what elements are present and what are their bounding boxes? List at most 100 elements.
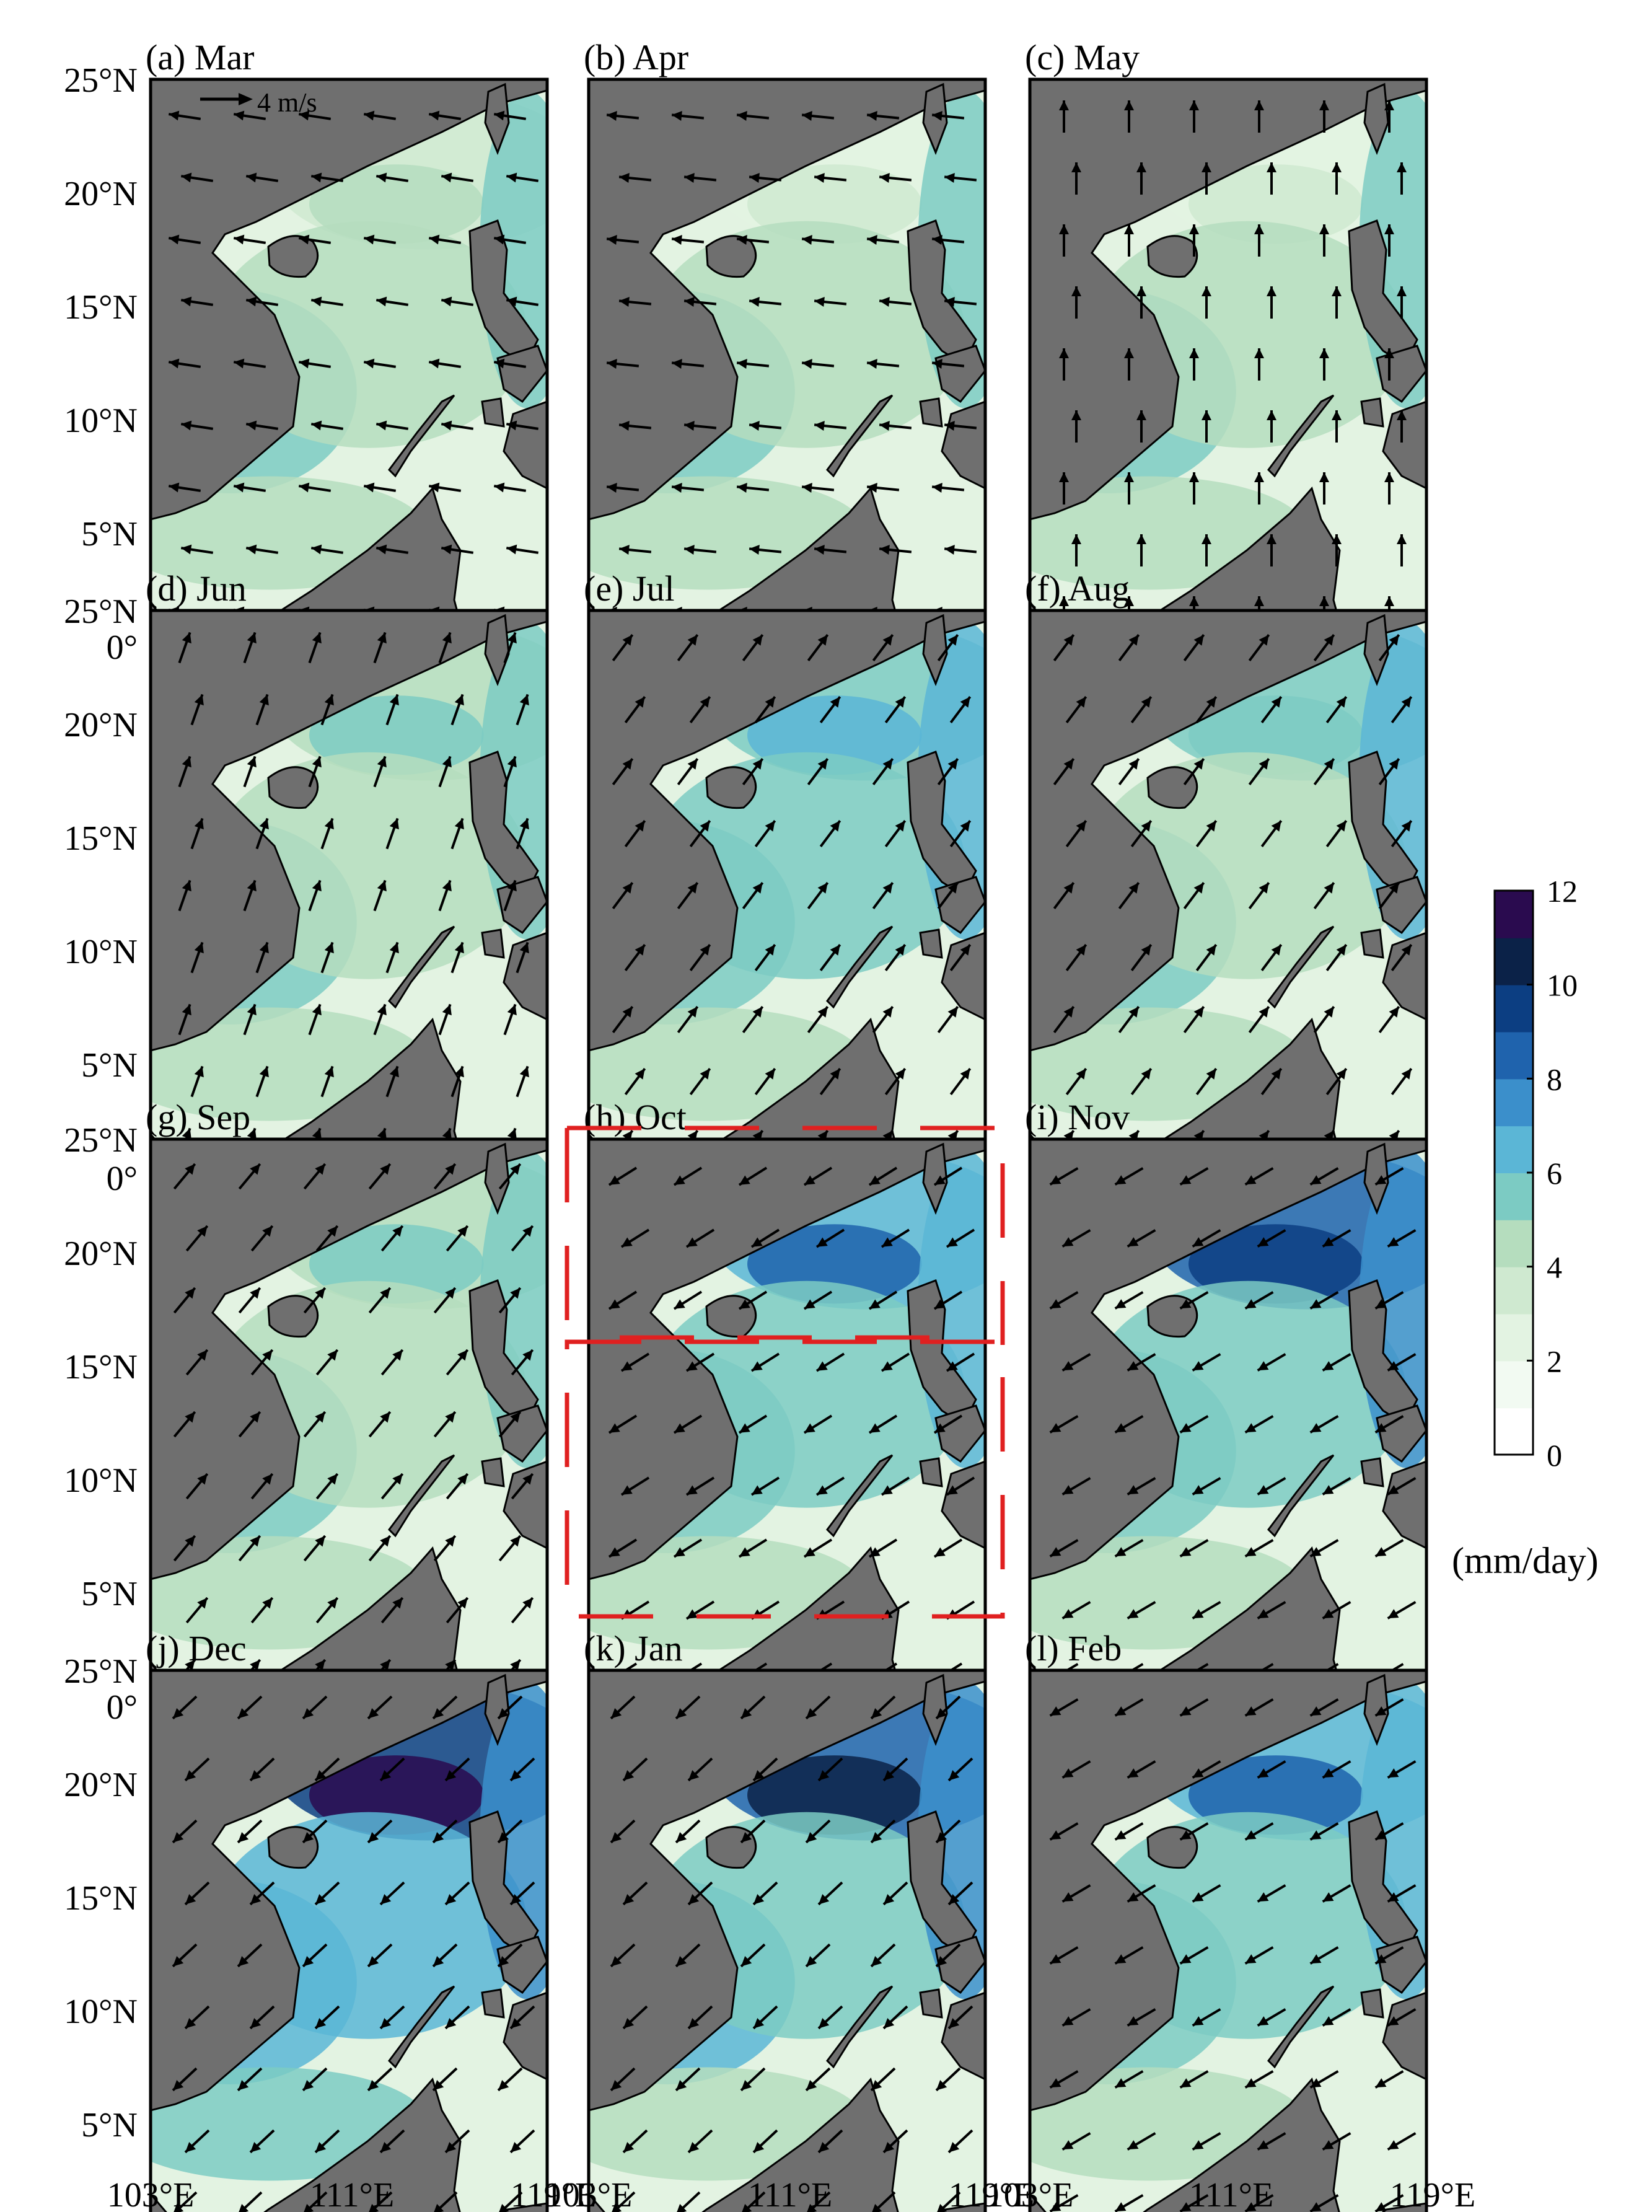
wind-arrow <box>946 1476 975 1496</box>
wind-arrow <box>1244 1167 1274 1186</box>
wind-arrow <box>677 757 699 786</box>
wind-arrow <box>872 2191 896 2212</box>
panel-label: (j) Dec <box>146 1628 247 1668</box>
wind-arrow <box>385 694 399 726</box>
panel-label: (b) Apr <box>584 37 688 77</box>
wind-arrow <box>1179 1946 1209 1965</box>
colorbar-tick-label: 6 <box>1547 1156 1562 1191</box>
panel-label: (e) Jul <box>584 568 675 609</box>
wind-arrow <box>689 695 711 724</box>
wind-arrow <box>947 2129 973 2154</box>
wind-arrow <box>1192 1353 1221 1372</box>
y-tick-label: 20°N <box>64 1766 138 1804</box>
wind-arrow <box>1049 2070 1079 2089</box>
wind-arrow <box>807 881 829 910</box>
wind-arrow <box>1049 1167 1079 1186</box>
wind-arrow <box>884 695 907 724</box>
wind-arrow <box>1374 2070 1404 2089</box>
wind-arrow <box>1322 2132 1351 2151</box>
wind-arrow <box>380 1225 404 1252</box>
wind-arrow <box>380 1597 404 1624</box>
wind-arrow <box>446 1473 469 1500</box>
wind-arrow <box>1257 1353 1286 1372</box>
wind-arrow <box>1118 1005 1140 1034</box>
wind-arrow <box>1374 1167 1404 1186</box>
wind-arrow <box>1397 410 1407 443</box>
wind-arrow <box>1257 1601 1286 1619</box>
panel-frame <box>587 1668 987 2212</box>
wind-arrow <box>1136 534 1146 566</box>
wind-arrow <box>1260 943 1283 972</box>
wind-arrow <box>931 483 965 493</box>
wind-arrow <box>314 1757 340 1782</box>
map-panel-sep: (g) Sep <box>146 1097 549 1708</box>
wind-arrow <box>612 1005 634 1034</box>
wind-arrow <box>1332 286 1342 319</box>
wind-arrow <box>432 1943 458 1968</box>
wind-arrow <box>1248 757 1270 786</box>
wind-arrow <box>803 1290 833 1310</box>
wind-arrow <box>1061 2132 1091 2151</box>
wind-arrow <box>750 1476 780 1496</box>
wind-arrow <box>1195 943 1218 972</box>
wind-arrow <box>243 879 257 912</box>
wind-arrow <box>944 421 977 431</box>
wind-arrow <box>754 819 776 848</box>
wind-arrow <box>1071 534 1081 566</box>
wind-arrow <box>438 756 452 788</box>
wind-arrow <box>368 1287 392 1314</box>
colorbar-tick-label: 10 <box>1547 968 1578 1003</box>
wind-arrow <box>736 483 770 493</box>
wind-arrow <box>303 1163 327 1190</box>
wind-arrow <box>683 545 717 555</box>
wind-arrow <box>624 695 646 724</box>
wind-arrow <box>190 941 204 974</box>
wind-arrow <box>754 1067 776 1096</box>
wind-arrow <box>314 2129 340 2154</box>
wind-arrow <box>1192 2008 1221 2027</box>
wind-arrow <box>379 2129 405 2154</box>
wind-arrow <box>944 173 977 183</box>
wind-arrow <box>1260 695 1283 724</box>
wind-arrow <box>168 482 201 493</box>
wind-arrow <box>881 1476 910 1496</box>
wind-arrow <box>1179 1539 1209 1558</box>
wind-arrow <box>1053 633 1075 662</box>
wind-arrow <box>237 1943 263 1968</box>
wind-arrow <box>243 632 257 664</box>
wind-arrow <box>1244 1946 1274 1965</box>
wind-arrow <box>933 1290 963 1310</box>
wind-arrow <box>315 1473 339 1500</box>
wind-arrow <box>931 111 965 121</box>
panel-label: (c) May <box>1025 37 1140 77</box>
wind-arrow <box>1114 1539 1144 1558</box>
wind-arrow <box>738 1290 768 1310</box>
wind-arrow <box>1248 1005 1270 1034</box>
colorbar-tick-label: 12 <box>1547 874 1578 909</box>
wind-arrow <box>363 110 397 121</box>
wind-arrow <box>612 633 634 662</box>
wind-arrow <box>1127 2132 1156 2151</box>
wind-arrow <box>185 1473 209 1500</box>
wind-arrow <box>947 1881 973 1906</box>
wind-arrow <box>1374 1539 1404 1558</box>
wind-arrow <box>1059 348 1069 381</box>
wind-arrow <box>817 2129 843 2154</box>
wind-arrow <box>1124 348 1134 381</box>
wind-arrow <box>1049 1822 1079 1841</box>
y-tick-label: 0° <box>107 1688 138 1727</box>
wind-arrow <box>815 1228 845 1248</box>
colorbar: 12 10 8 6 4 2 0 (mm/day) <box>1452 874 1599 1581</box>
y-tick-label: 20°N <box>64 1235 138 1273</box>
wind-arrow <box>255 941 269 974</box>
wind-arrow <box>1124 224 1134 257</box>
colorbar-segment <box>1495 1313 1533 1362</box>
wind-arrow <box>1332 410 1342 443</box>
wind-arrow <box>624 1067 646 1096</box>
wind-arrow <box>373 632 387 664</box>
panel-label: (g) Sep <box>146 1097 250 1137</box>
wind-arrow <box>1179 2070 1209 2089</box>
wind-arrow <box>1267 410 1276 443</box>
wind-arrow <box>937 757 959 786</box>
wind-arrow <box>376 544 409 555</box>
